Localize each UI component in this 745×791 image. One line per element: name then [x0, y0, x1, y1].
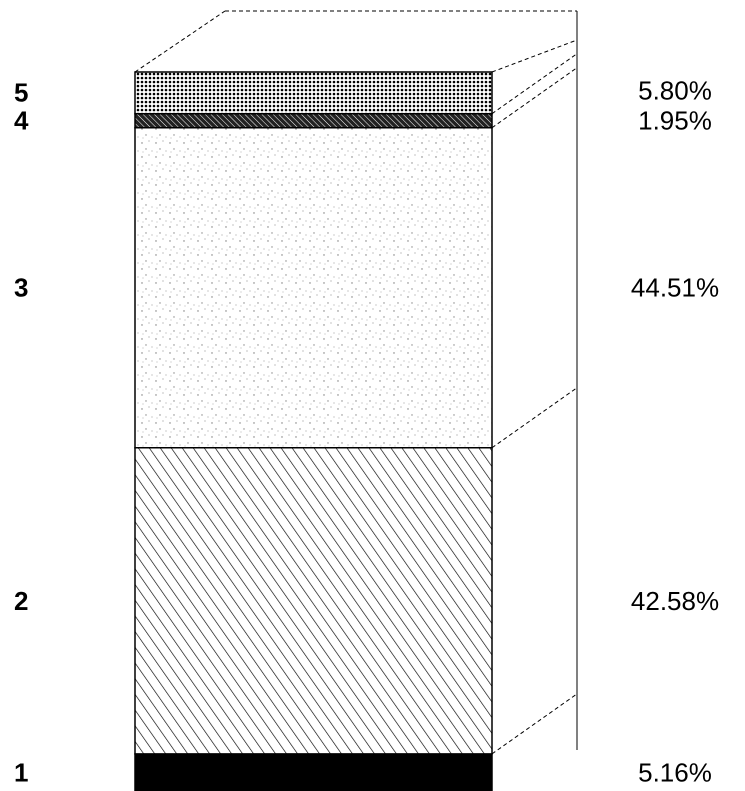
bar-segment-4	[134, 112, 493, 129]
bar-segment-1	[134, 753, 493, 791]
depth-connector-4	[491, 53, 578, 115]
bar-segment-5	[134, 71, 493, 115]
segment-label-1: 1	[14, 757, 28, 787]
bar-segment-3	[134, 126, 493, 449]
depth-connector-3	[491, 67, 578, 129]
percent-label-3: 44.51%	[631, 273, 719, 303]
segment-label-3: 3	[14, 273, 28, 303]
percent-label-4: 1.95%	[638, 106, 712, 136]
percent-label-1: 5.16%	[638, 757, 712, 787]
chart-3d-frame	[134, 10, 577, 73]
segment-label-2: 2	[14, 586, 28, 616]
bar-segment-2	[134, 446, 493, 755]
segment-label-4: 4	[14, 106, 29, 136]
percent-label-2: 42.58%	[631, 586, 719, 616]
depth-connector-5	[491, 39, 578, 73]
frame-top-left-depth	[134, 10, 226, 73]
segment-label-5: 5	[14, 78, 28, 108]
depth-connector-1	[491, 693, 578, 755]
percent-label-5: 5.80%	[638, 76, 712, 106]
depth-connector-2	[491, 387, 578, 449]
